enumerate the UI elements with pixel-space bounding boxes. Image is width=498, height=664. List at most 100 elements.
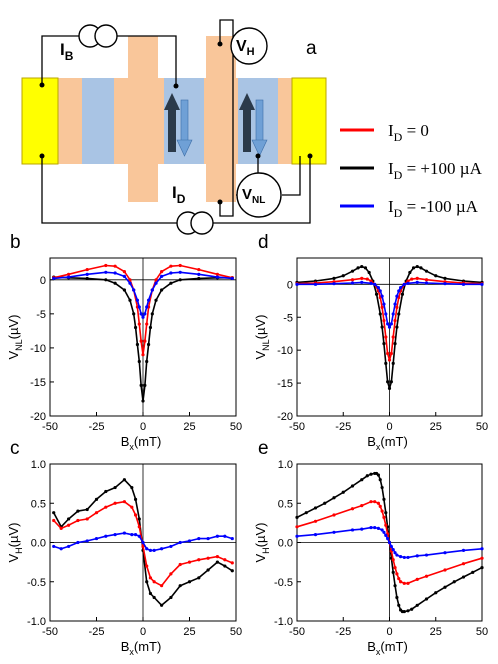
- data-point: [443, 568, 447, 572]
- data-point: [360, 504, 364, 508]
- data-point: [113, 281, 117, 285]
- data-point: [434, 274, 438, 278]
- data-point: [160, 274, 164, 278]
- data-point: [380, 294, 384, 298]
- data-point: [360, 478, 364, 482]
- panel-letter-d: d: [258, 232, 269, 253]
- data-point: [410, 277, 414, 281]
- data-point: [145, 547, 149, 551]
- data-point: [365, 474, 369, 478]
- data-point: [443, 276, 447, 281]
- data-point: [386, 351, 390, 356]
- data-point: [215, 555, 219, 559]
- data-point: [128, 298, 132, 302]
- data-point: [133, 497, 138, 501]
- data-point: [380, 305, 384, 309]
- data-point: [382, 341, 386, 346]
- data-point: [424, 597, 429, 601]
- data-point: [387, 540, 392, 545]
- x-tick-label: 0: [386, 421, 392, 433]
- device-schematic: IB ID VH VNL a: [21, 19, 327, 235]
- data-point: [415, 280, 419, 284]
- data-point: [113, 485, 117, 490]
- data-point: [313, 519, 318, 523]
- data-point: [178, 270, 182, 274]
- contact-dot: [255, 153, 261, 159]
- y-tick-label: -15: [30, 377, 46, 389]
- data-point: [386, 380, 390, 384]
- data-point: [148, 576, 153, 580]
- data-point: [374, 292, 379, 296]
- data-point: [137, 534, 141, 538]
- y-tick-label: 0: [287, 279, 293, 291]
- data-point: [130, 505, 134, 509]
- data-point: [350, 484, 355, 488]
- data-point: [323, 501, 327, 505]
- y-tick-label: 0.0: [278, 538, 293, 550]
- legend-label: ID = 0: [388, 121, 429, 144]
- data-point: [122, 500, 126, 504]
- current-source-ib-icon: [78, 24, 118, 48]
- y-axis-label-sub: NL: [261, 339, 271, 351]
- data-point: [223, 564, 227, 568]
- data-point: [295, 515, 299, 519]
- data-point: [380, 509, 384, 513]
- data-point: [52, 276, 56, 281]
- data-point: [461, 548, 466, 552]
- data-point: [197, 272, 201, 276]
- y-tick-label: -0.5: [274, 577, 293, 589]
- data-point: [206, 568, 210, 572]
- chart-panel-e: -50 -25 0 25 50-1.0-0.50.00.51.0Bx(mT)VH(µV)…: [253, 438, 488, 657]
- panel-letter-a: a: [306, 38, 317, 59]
- data-point: [350, 281, 355, 285]
- data-point: [67, 272, 71, 276]
- channel-tab-3: [128, 162, 158, 202]
- wiring: [41, 19, 311, 224]
- data-point: [122, 531, 126, 535]
- data-point: [169, 544, 173, 549]
- data-point: [406, 555, 410, 560]
- data-point: [67, 544, 71, 549]
- data-point: [94, 536, 99, 541]
- x-axis-label-sub: x: [376, 647, 381, 657]
- up-arrow-icon: [164, 93, 180, 152]
- y-axis-label-main: V: [253, 351, 268, 360]
- data-point: [160, 603, 164, 607]
- y-tick-label: -1.0: [274, 616, 293, 628]
- data-point: [376, 526, 380, 530]
- data-point: [169, 572, 173, 576]
- data-point: [424, 269, 429, 273]
- x-tick-label: -50: [42, 421, 58, 433]
- data-point: [443, 282, 447, 286]
- x-axis-label-unit: (mT): [134, 639, 161, 654]
- y-axis-label-sub: NL: [14, 339, 24, 351]
- data-point: [139, 383, 143, 387]
- data-point: [215, 275, 219, 279]
- data-point: [332, 513, 336, 517]
- data-point: [187, 539, 192, 543]
- data-point: [443, 551, 447, 555]
- y-tick-label: 0: [40, 275, 46, 287]
- data-point: [154, 281, 158, 285]
- data-point: [141, 544, 145, 549]
- x-axis-label-sub: x: [129, 442, 134, 452]
- data-point: [143, 312, 147, 316]
- y-axis-label: VH(µV): [6, 523, 24, 563]
- data-point: [363, 266, 368, 270]
- y-axis-label: VNL(µV): [253, 314, 271, 359]
- data-point: [154, 298, 158, 302]
- data-point: [367, 270, 371, 275]
- x-axis-label: Bx(mT): [367, 639, 408, 657]
- x-tick-label: -50: [42, 626, 58, 638]
- data-point: [122, 274, 126, 278]
- data-point: [434, 591, 438, 595]
- y-axis-label-unit: (µV): [6, 314, 21, 339]
- data-point: [148, 325, 153, 330]
- data-point: [332, 276, 336, 281]
- data-point: [350, 528, 355, 532]
- data-point: [295, 534, 299, 538]
- data-point: [360, 527, 364, 531]
- data-point: [395, 595, 399, 600]
- data-point: [461, 575, 466, 579]
- y-axis-label-unit: (µV): [253, 314, 268, 339]
